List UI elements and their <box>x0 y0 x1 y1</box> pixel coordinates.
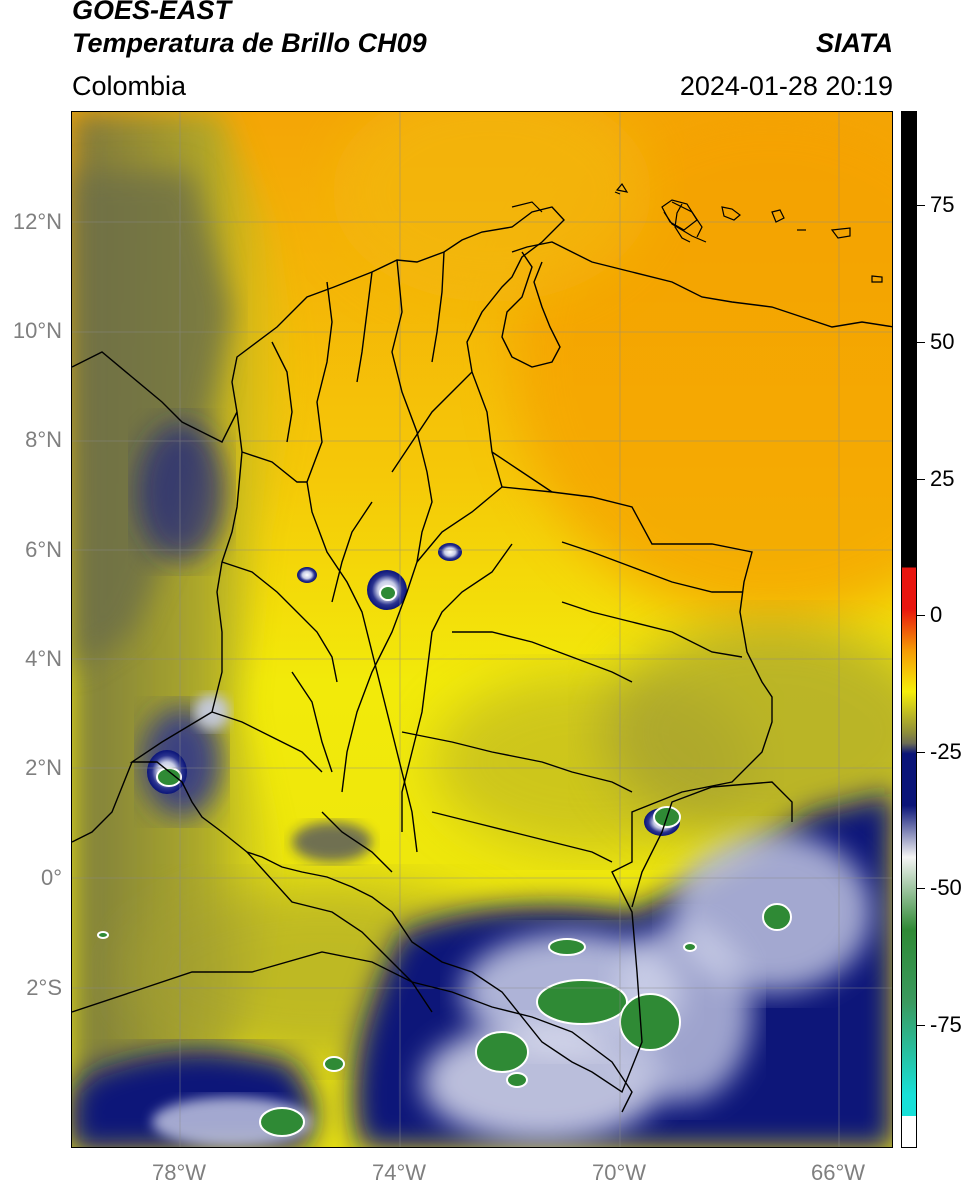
colorbar-tick <box>917 888 925 889</box>
lat-label-10n: 10°N <box>12 318 62 343</box>
satellite-map-image <box>72 112 892 1147</box>
colorbar-label-minus50: -50 <box>930 875 962 900</box>
satellite-map <box>71 111 893 1148</box>
country-borders <box>72 206 892 1113</box>
lat-label-12n: 12°N <box>12 209 62 234</box>
lat-label-8n: 8°N <box>25 427 62 452</box>
satellite-title: GOES-EAST <box>72 0 232 25</box>
product-title: Temperatura de Brillo CH09 <box>72 28 427 58</box>
colorbar-tick <box>917 1025 925 1026</box>
colorbar-label-0: 0 <box>930 602 943 627</box>
colorbar-tick <box>917 615 925 616</box>
colorbar-tick <box>917 479 925 480</box>
colorbar-tick <box>917 205 925 206</box>
colorbar-label-minus25: -25 <box>930 739 962 764</box>
lat-label-2n: 2°N <box>25 755 62 780</box>
lat-label-6n: 6°N <box>25 537 62 562</box>
lon-label-74w: 74°W <box>371 1160 427 1185</box>
lat-label-0: 0° <box>40 865 62 890</box>
lat-label-4n: 4°N <box>25 646 62 671</box>
source-label: SIATA <box>816 28 893 58</box>
lat-label-2s: 2°S <box>26 975 62 1000</box>
datetime-label: 2024-01-28 20:19 <box>679 71 893 101</box>
colorbar-label-minus75: -75 <box>930 1012 962 1037</box>
lon-label-66w: 66°W <box>810 1160 866 1185</box>
temperature-colorbar <box>901 111 917 1148</box>
lon-label-70w: 70°W <box>591 1160 647 1185</box>
region-label: Colombia <box>72 71 187 101</box>
colorbar-tick <box>917 752 925 753</box>
lon-label-78w: 78°W <box>151 1160 207 1185</box>
colorbar-label-25: 25 <box>930 466 955 491</box>
colorbar-label-75: 75 <box>930 192 955 217</box>
colorbar-label-50: 50 <box>930 329 955 354</box>
colorbar-tick <box>917 342 925 343</box>
